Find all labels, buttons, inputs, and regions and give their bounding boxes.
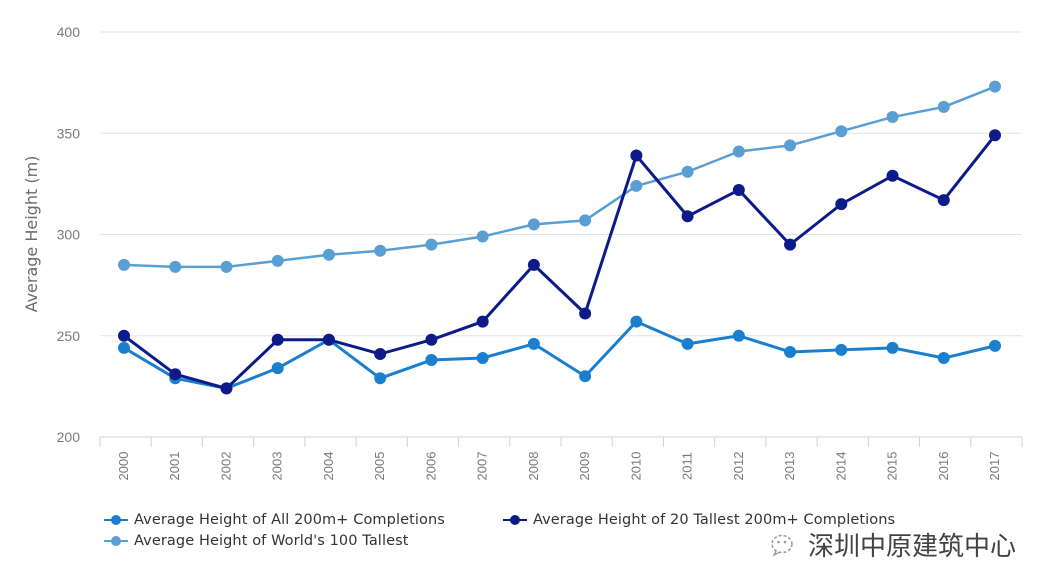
data-point bbox=[527, 337, 540, 350]
x-tick-label: 2011 bbox=[680, 452, 695, 480]
legend-item-100-tallest[interactable]: Average Height of World's 100 Tallest bbox=[104, 533, 409, 549]
x-tick-label: 2012 bbox=[731, 452, 746, 481]
data-point bbox=[937, 100, 950, 113]
legend: Average Height of All 200m+ Completions … bbox=[104, 509, 1004, 551]
data-point bbox=[322, 248, 335, 261]
x-tick-label: 2010 bbox=[628, 452, 643, 481]
wechat-icon bbox=[770, 533, 798, 557]
data-point bbox=[374, 347, 387, 360]
data-point bbox=[425, 238, 438, 251]
x-tick-label: 2008 bbox=[526, 452, 541, 481]
x-tick-label: 2017 bbox=[987, 452, 1002, 481]
watermark: 深圳中原建筑中心 bbox=[770, 526, 1016, 563]
data-point bbox=[169, 260, 182, 273]
data-point bbox=[374, 372, 387, 385]
y-tick-label: 350 bbox=[57, 125, 81, 141]
series-line bbox=[123, 85, 996, 269]
x-tick-label: 2016 bbox=[936, 452, 951, 481]
data-point bbox=[630, 179, 643, 192]
data-point bbox=[169, 368, 182, 381]
y-tick-label: 400 bbox=[57, 24, 81, 40]
x-tick-label: 2013 bbox=[782, 452, 797, 481]
data-point bbox=[681, 165, 694, 178]
data-point bbox=[579, 370, 592, 383]
x-tick-label: 2005 bbox=[372, 452, 387, 481]
x-tick-label: 2004 bbox=[321, 452, 336, 481]
gridlines bbox=[100, 31, 1022, 337]
data-point bbox=[425, 354, 438, 367]
data-point bbox=[989, 80, 1001, 93]
y-tick-label: 200 bbox=[57, 429, 81, 445]
legend-label: Average Height of World's 100 Tallest bbox=[134, 532, 409, 549]
data-point bbox=[732, 329, 745, 342]
data-point bbox=[579, 307, 592, 320]
x-tick-label: 2015 bbox=[885, 452, 900, 481]
series-line bbox=[123, 320, 996, 390]
y-axis-label: Average Height (m) bbox=[22, 156, 41, 313]
data-point bbox=[835, 125, 848, 138]
legend-marker-icon bbox=[104, 514, 128, 526]
y-tick-label: 300 bbox=[57, 227, 81, 243]
data-point bbox=[220, 382, 233, 395]
y-axis-ticks: 200 250 300 350 400 bbox=[57, 24, 81, 445]
legend-item-all-completions[interactable]: Average Height of All 200m+ Completions bbox=[104, 512, 445, 528]
data-point bbox=[271, 254, 284, 267]
x-tick-label: 2006 bbox=[423, 452, 438, 481]
y-tick-label: 250 bbox=[57, 328, 81, 344]
data-point bbox=[886, 341, 899, 354]
series-average-height-of-20-tallest-200m-completions bbox=[118, 129, 1001, 395]
series-average-height-of-all-200m-completions bbox=[118, 315, 1001, 395]
data-point bbox=[476, 315, 489, 328]
data-point bbox=[835, 343, 848, 356]
x-tick-label: 2000 bbox=[116, 452, 131, 481]
data-point bbox=[271, 333, 284, 346]
x-tick-label: 2001 bbox=[167, 452, 182, 481]
x-tick-label: 2007 bbox=[475, 452, 490, 481]
data-point bbox=[989, 339, 1001, 352]
data-point bbox=[835, 198, 848, 211]
series-line bbox=[123, 134, 997, 390]
x-axis: 2000 2001 2002 2003 2004 2005 2006 2007 2008 2009… bbox=[99, 436, 1023, 481]
data-point bbox=[784, 345, 797, 358]
data-point bbox=[271, 362, 284, 375]
watermark-text: 深圳中原建筑中心 bbox=[808, 532, 1017, 562]
data-point bbox=[784, 238, 797, 251]
data-point bbox=[118, 258, 130, 271]
data-point bbox=[374, 244, 387, 257]
legend-label: Average Height of 20 Tallest 200m+ Compl… bbox=[532, 511, 896, 528]
data-point bbox=[681, 210, 694, 223]
data-point bbox=[579, 214, 592, 227]
data-point bbox=[527, 218, 540, 231]
data-point bbox=[425, 333, 438, 346]
legend-item-20-tallest[interactable]: Average Height of 20 Tallest 200m+ Compl… bbox=[502, 511, 896, 528]
data-point bbox=[630, 149, 643, 162]
data-point bbox=[732, 183, 745, 196]
x-tick-label: 2014 bbox=[833, 452, 848, 481]
data-point bbox=[937, 194, 950, 207]
data-point bbox=[937, 352, 950, 365]
data-point bbox=[118, 341, 130, 354]
legend-label: Average Height of All 200m+ Completions bbox=[134, 511, 445, 528]
x-tick-label: 2009 bbox=[577, 452, 592, 481]
data-point bbox=[527, 258, 540, 271]
data-point bbox=[989, 129, 1001, 142]
data-point bbox=[732, 145, 745, 158]
data-point bbox=[886, 169, 899, 182]
data-point bbox=[630, 315, 643, 328]
data-point bbox=[784, 139, 797, 152]
x-tick-label: 2003 bbox=[270, 452, 285, 481]
data-point bbox=[681, 337, 694, 350]
legend-marker-icon bbox=[502, 514, 527, 526]
data-point bbox=[322, 333, 335, 346]
data-point bbox=[118, 329, 130, 342]
series-average-height-of-world-s-100-tallest bbox=[118, 80, 1001, 273]
data-point bbox=[476, 352, 489, 365]
data-point bbox=[220, 260, 233, 273]
series-group bbox=[118, 80, 1001, 395]
data-point bbox=[476, 230, 489, 243]
x-tick-label: 2002 bbox=[218, 452, 233, 481]
legend-marker-icon bbox=[104, 535, 128, 547]
data-point bbox=[886, 111, 899, 124]
